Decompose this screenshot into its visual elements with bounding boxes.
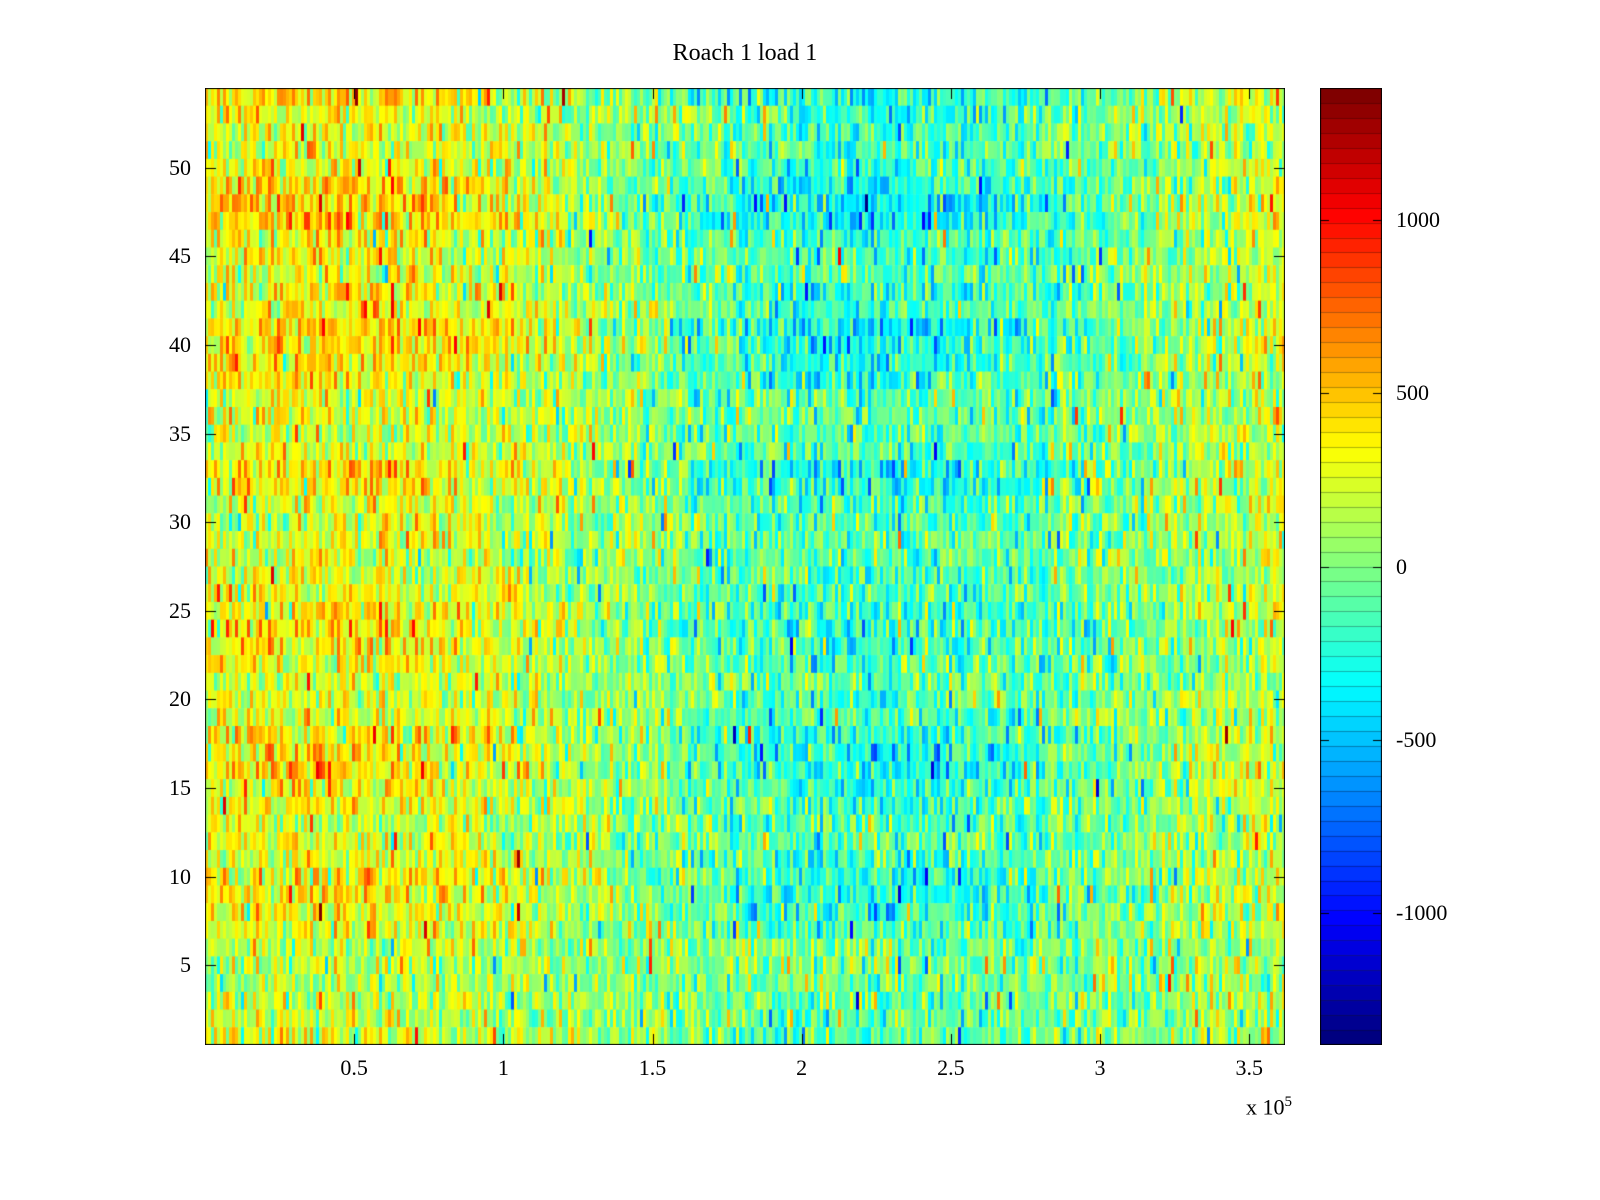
chart-title: Roach 1 load 1 — [672, 40, 818, 66]
heatmap-canvas — [205, 88, 1285, 1045]
x-tick-label: 1 — [497, 1055, 509, 1080]
x-tick-label: 2.5 — [937, 1055, 965, 1080]
y-tick-label: 35 — [169, 420, 191, 446]
y-tick-label: 5 — [180, 952, 191, 978]
y-tick-label: 30 — [169, 509, 191, 535]
colorbar-tick-label: -1000 — [1396, 900, 1448, 926]
colorbar-tick-label: 500 — [1396, 380, 1429, 406]
y-tick-label: 10 — [169, 863, 191, 889]
y-tick-label: 25 — [169, 597, 191, 623]
colorbar-tick-label: 1000 — [1396, 206, 1440, 232]
x-exponent-prefix: x 10 — [1246, 1094, 1285, 1120]
y-tick-label: 45 — [169, 243, 191, 269]
x-tick-label: 2 — [796, 1055, 808, 1080]
x-axis-exponent-label: x 105 — [1150, 1094, 1292, 1120]
colorbar — [1320, 88, 1382, 1045]
y-tick-label: 20 — [169, 686, 191, 712]
x-tick-label: 0.5 — [340, 1055, 368, 1080]
x-tick-label: 3 — [1094, 1055, 1106, 1080]
colorbar-tick-label: -500 — [1396, 726, 1437, 752]
y-tick-label: 15 — [169, 775, 191, 801]
x-exponent-value: 5 — [1284, 1094, 1293, 1110]
x-tick-label: 1.5 — [638, 1055, 667, 1080]
colorbar-tick-label: 0 — [1396, 553, 1407, 579]
y-tick-label: 40 — [169, 331, 191, 357]
y-tick-label: 50 — [169, 154, 191, 180]
x-tick-label: 3.5 — [1235, 1055, 1263, 1080]
